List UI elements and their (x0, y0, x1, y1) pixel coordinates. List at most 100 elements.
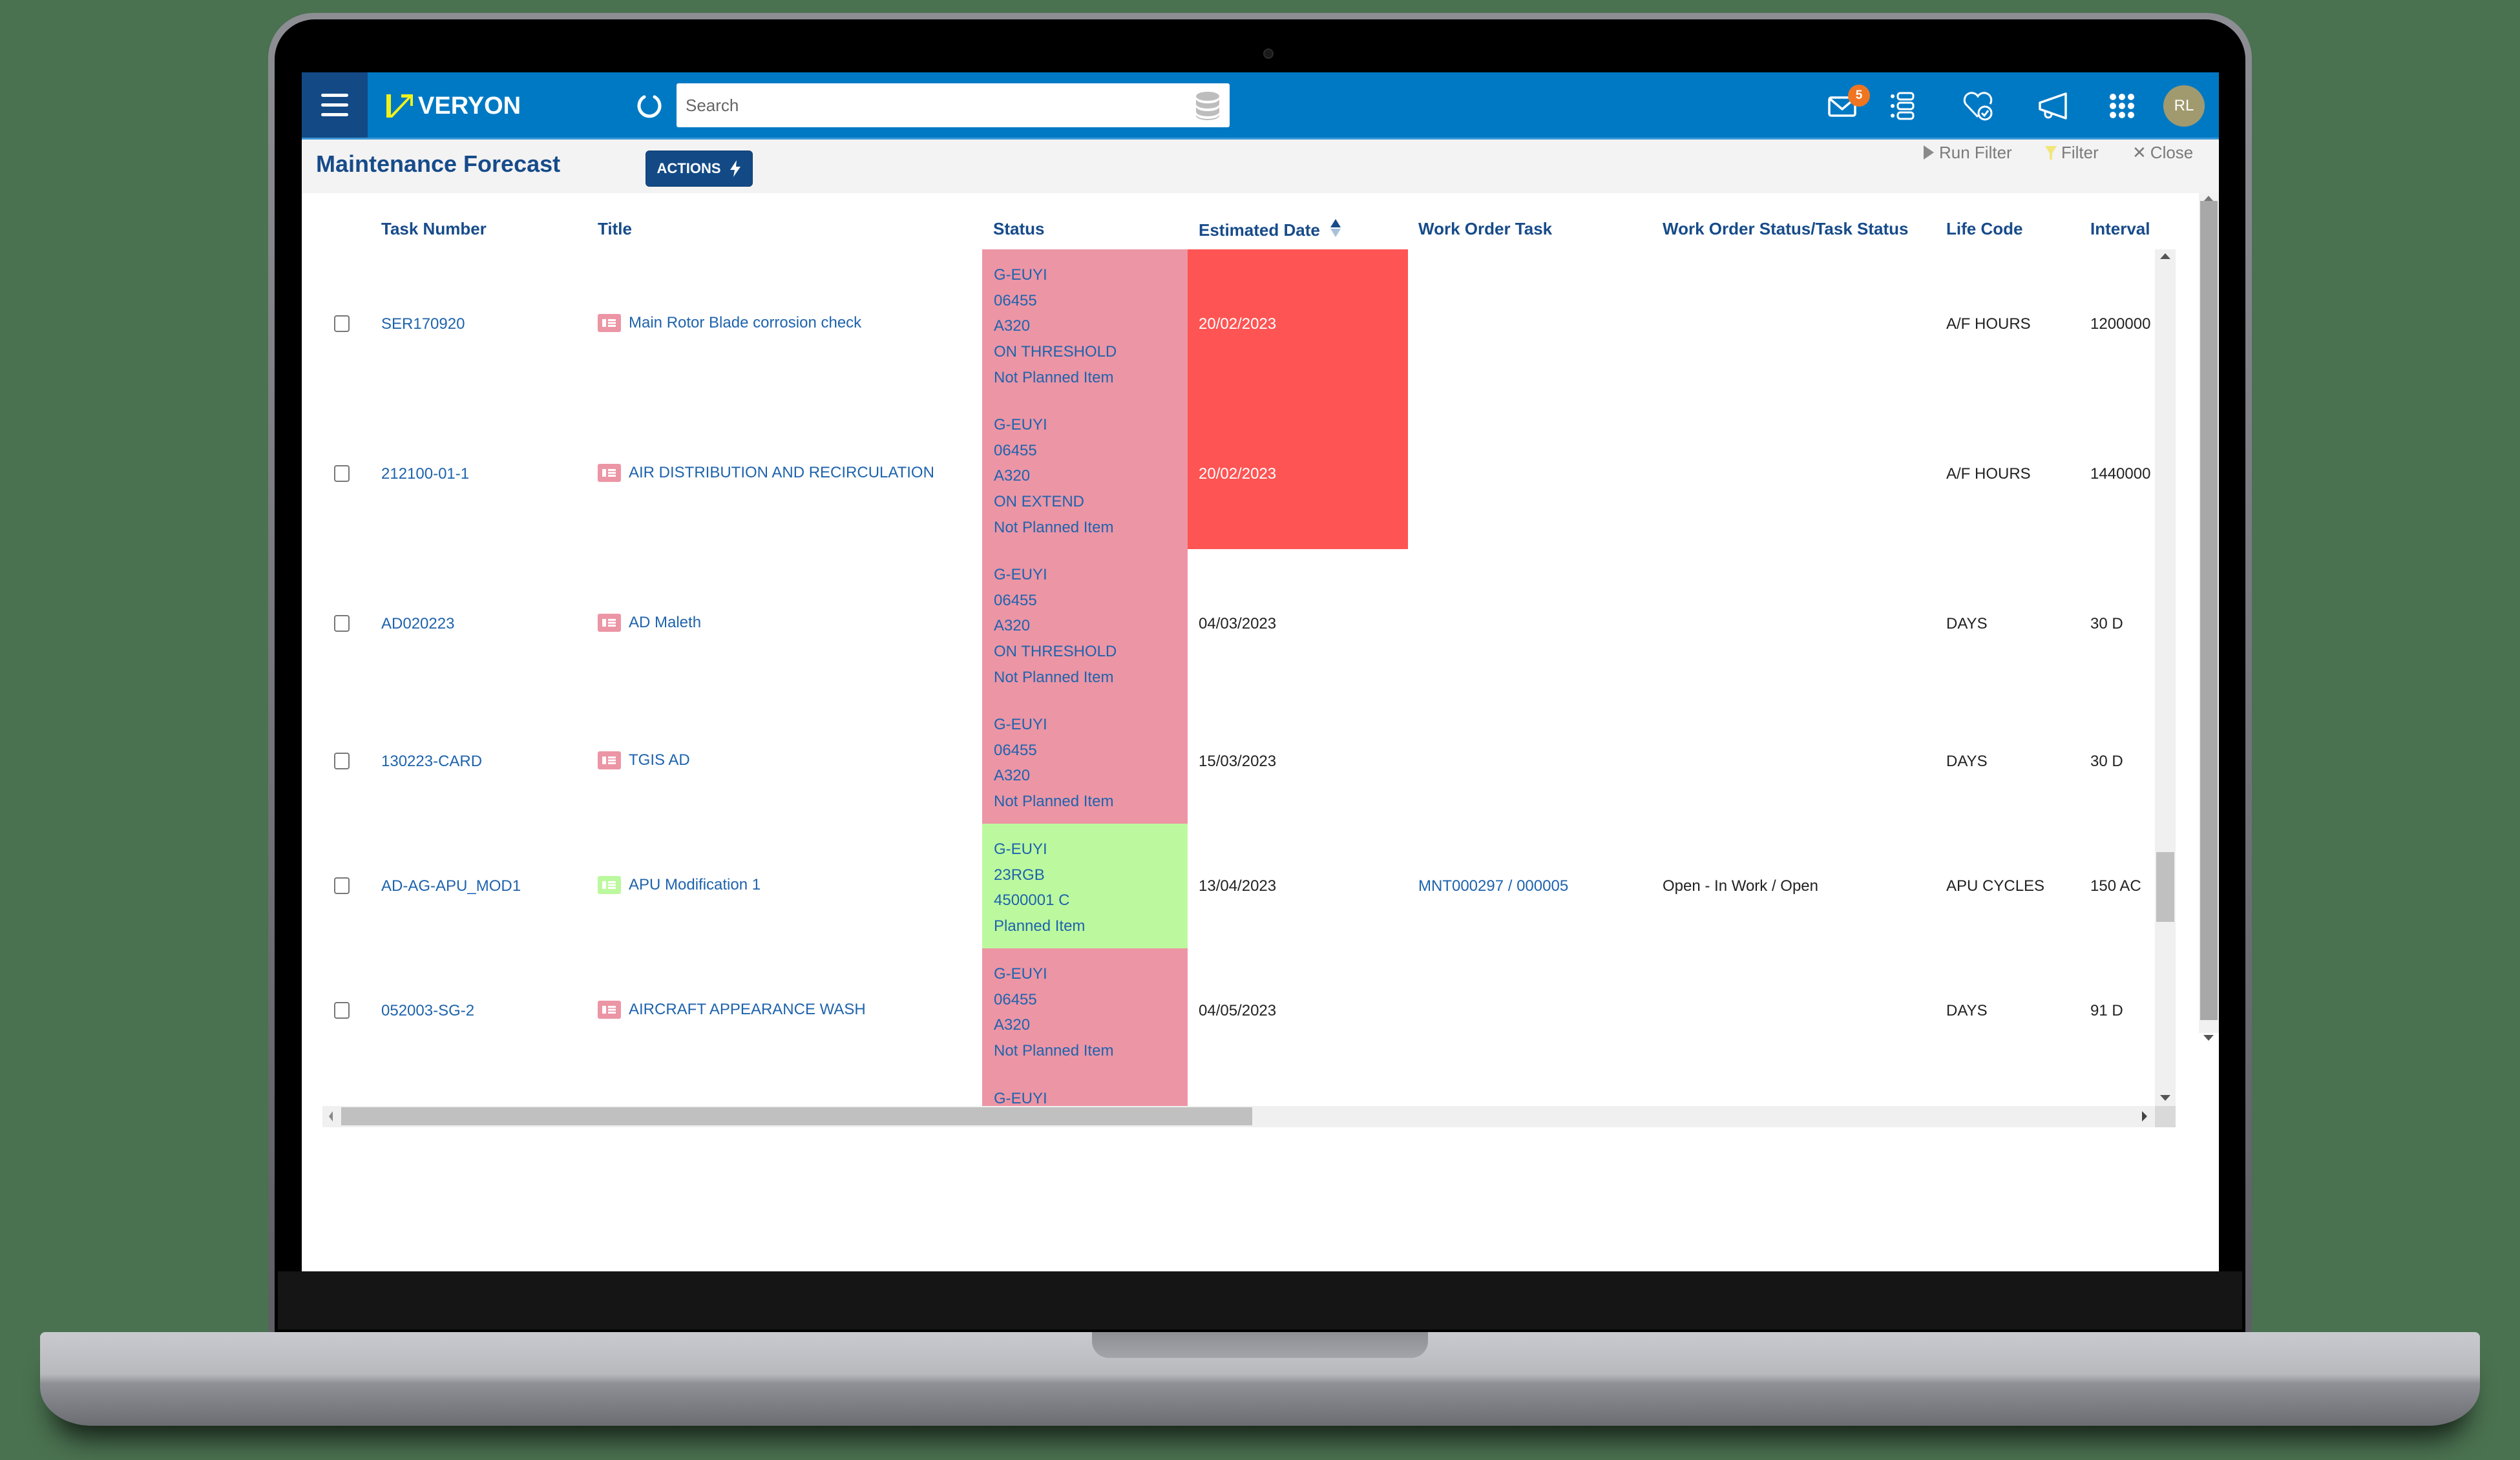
interval: 150 AC (2090, 877, 2141, 895)
interval: 1440000 (2090, 465, 2151, 483)
estimated-date-cell: 13/04/2023 (1199, 877, 1277, 895)
close-icon: ✕ (2132, 142, 2147, 162)
column-header-work-order-task[interactable]: Work Order Task (1418, 219, 1553, 238)
veryon-logo-icon (386, 94, 413, 118)
row-checkbox[interactable] (334, 465, 350, 482)
close-button[interactable]: ✕ Close (2132, 142, 2194, 162)
life-code: DAYS (1946, 1002, 1988, 1019)
scroll-left-icon[interactable] (329, 1111, 333, 1121)
column-header-interval[interactable]: Interval (2090, 219, 2150, 238)
search-box (677, 83, 1230, 127)
interval: 91 D (2090, 1002, 2123, 1019)
column-header-status[interactable]: Status (993, 219, 1045, 238)
title-link[interactable]: Main Rotor Blade corrosion check (598, 314, 861, 332)
page-vertical-scrollbar[interactable] (2199, 193, 2219, 1041)
estimated-date-cell: 20/02/2023 (1188, 249, 1408, 399)
estimated-date-cell: 04/03/2023 (1199, 615, 1277, 632)
scrollbar-thumb[interactable] (2200, 201, 2218, 1020)
task-number-link[interactable]: 130223-CARD (381, 753, 483, 770)
life-code: APU CYCLES (1946, 877, 2045, 895)
task-card-icon (598, 876, 621, 894)
actions-label: ACTIONS (656, 160, 721, 176)
page-header: Maintenance Forecast ACTIONS Run Filter … (302, 138, 2219, 193)
lightning-icon (730, 160, 740, 177)
task-card-icon (598, 1001, 621, 1019)
filter-button[interactable]: Filter (2044, 140, 2099, 165)
title-link[interactable]: AD Maleth (598, 614, 701, 632)
sort-ascending-icon[interactable] (1330, 219, 1341, 237)
grid-header: Task Number Title Status Estimated Date … (302, 193, 2176, 245)
grid-vertical-scrollbar[interactable] (2155, 249, 2176, 1106)
scrollbar-thumb[interactable] (2156, 852, 2174, 922)
task-card-icon (598, 464, 621, 482)
scrollbar-thumb[interactable] (341, 1107, 1252, 1125)
play-icon (1924, 145, 1934, 160)
brand-logo[interactable]: VERYON (384, 87, 521, 125)
heart-check-icon[interactable] (1960, 89, 1995, 123)
task-number-link[interactable]: AD-AG-APU_MOD1 (381, 877, 521, 895)
megaphone-icon[interactable] (2036, 89, 2071, 123)
estimated-date-cell: 04/05/2023 (1199, 1002, 1277, 1019)
row-checkbox[interactable] (334, 315, 350, 332)
scroll-down-icon[interactable] (2160, 1095, 2170, 1101)
title-link[interactable]: AIR DISTRIBUTION AND RECIRCULATION (598, 464, 934, 482)
row-checkbox[interactable] (334, 1002, 350, 1019)
status-cell: G-EUYI 06455 A320 Not Planned Item (982, 699, 1188, 824)
row-checkbox[interactable] (334, 615, 350, 632)
title-link[interactable]: AIRCRAFT APPEARANCE WASH (598, 1001, 866, 1019)
app-window: VERYON 5 (302, 72, 2219, 1271)
work-order-status: Open - In Work / Open (1663, 877, 1818, 895)
scroll-right-icon[interactable] (2142, 1111, 2147, 1121)
table-row[interactable]: 130223-CARD TGIS AD G-EUYI 06455 A320 No… (302, 699, 2155, 824)
laptop-notch (1092, 1332, 1428, 1358)
actions-button[interactable]: ACTIONS (646, 151, 753, 187)
task-number-link[interactable]: 052003-SG-2 (381, 1002, 475, 1019)
user-avatar[interactable]: RL (2163, 85, 2205, 127)
title-link[interactable]: TGIS AD (598, 751, 690, 769)
table-row[interactable]: G-EUYI (302, 1073, 2155, 1106)
scroll-up-icon[interactable] (2160, 253, 2170, 259)
database-icon[interactable] (1195, 91, 1221, 121)
life-code: DAYS (1946, 615, 1988, 632)
column-header-wo-status[interactable]: Work Order Status/Task Status (1663, 219, 1909, 238)
camera (1263, 48, 1274, 59)
estimated-date-cell: 15/03/2023 (1199, 753, 1277, 770)
life-code: A/F HOURS (1946, 315, 2031, 333)
column-header-life-code[interactable]: Life Code (1946, 219, 2023, 238)
task-card-icon (598, 614, 621, 632)
title-link[interactable]: APU Modification 1 (598, 876, 761, 894)
table-row[interactable]: 052003-SG-2 AIRCRAFT APPEARANCE WASH G-E… (302, 948, 2155, 1073)
status-cell: G-EUYI 06455 A320 ON THRESHOLD Not Plann… (982, 249, 1188, 399)
row-checkbox[interactable] (334, 877, 350, 894)
table-row[interactable]: AD020223 AD Maleth G-EUYI 06455 A320 ON … (302, 549, 2155, 699)
task-card-icon (598, 314, 621, 332)
row-checkbox[interactable] (334, 753, 350, 769)
apps-grid-icon[interactable] (2105, 89, 2139, 123)
mail-badge: 5 (1848, 85, 1870, 107)
life-code: A/F HOURS (1946, 465, 2031, 483)
table-row[interactable]: 212100-01-1 AIR DISTRIBUTION AND RECIRCU… (302, 399, 2155, 549)
status-cell: G-EUYI 23RGB 4500001 C Planned Item (982, 824, 1188, 948)
status-cell: G-EUYI (982, 1073, 1188, 1106)
menu-icon (321, 94, 348, 97)
task-number-link[interactable]: AD020223 (381, 615, 455, 632)
work-order-task-link[interactable]: MNT000297 / 000005 (1418, 877, 1569, 895)
status-cell: G-EUYI 06455 A320 ON EXTEND Not Planned … (982, 399, 1188, 549)
grid-horizontal-scrollbar[interactable] (322, 1106, 2155, 1127)
brand-name: VERYON (418, 92, 521, 120)
task-number-link[interactable]: 212100-01-1 (381, 465, 470, 483)
task-list-icon[interactable] (1885, 89, 1920, 123)
column-header-task-number[interactable]: Task Number (381, 219, 487, 238)
run-filter-button[interactable]: Run Filter (1922, 140, 2012, 165)
task-number-link[interactable]: SER170920 (381, 315, 465, 333)
column-header-title[interactable]: Title (598, 219, 632, 238)
table-row[interactable]: AD-AG-APU_MOD1 APU Modification 1 G-EUYI… (302, 824, 2155, 948)
refresh-icon[interactable] (635, 92, 664, 120)
menu-button[interactable] (302, 72, 368, 138)
table-row[interactable]: SER170920 Main Rotor Blade corrosion che… (302, 249, 2155, 399)
scroll-up-icon[interactable] (2203, 196, 2214, 202)
column-header-estimated-date[interactable]: Estimated Date (1199, 219, 1341, 240)
scroll-down-icon[interactable] (2203, 1035, 2214, 1041)
search-input[interactable] (677, 95, 1181, 116)
estimated-date-cell: 20/02/2023 (1188, 399, 1408, 549)
